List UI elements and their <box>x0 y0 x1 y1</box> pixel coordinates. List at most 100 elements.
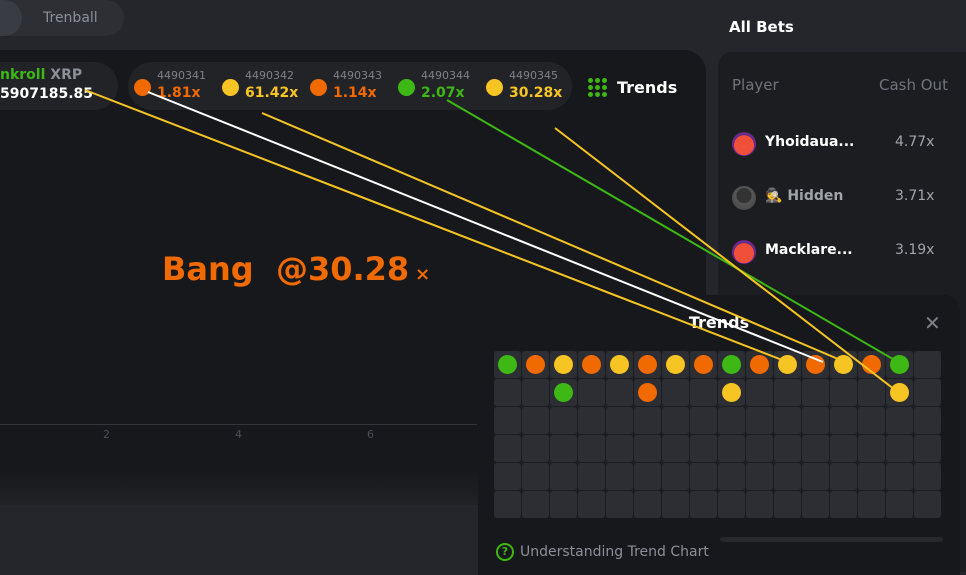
x-tick: 2 <box>103 428 110 441</box>
game-id: 4490345 <box>509 69 558 82</box>
grid-cell <box>578 491 605 518</box>
history-item[interactable]: 4490344 2.07x <box>392 62 482 110</box>
grid-cell <box>774 435 801 462</box>
grid-cell <box>830 463 857 490</box>
grid-cell <box>606 379 633 406</box>
result-dot <box>134 79 151 96</box>
result-dot <box>890 383 909 402</box>
grid-cell <box>718 407 745 434</box>
grid-cell <box>830 379 857 406</box>
history-item[interactable]: 4490343 1.14x <box>304 62 394 110</box>
avatar <box>732 240 756 264</box>
history-bar: 4490341 1.81x 4490342 61.42x 4490343 1.14x 449… <box>128 62 572 110</box>
grid-cell <box>886 351 913 378</box>
grid-cell <box>522 435 549 462</box>
grid-cell <box>774 463 801 490</box>
grid-cell <box>858 491 885 518</box>
result-dot <box>778 355 797 374</box>
grid-cell <box>494 491 521 518</box>
grid-cell <box>690 435 717 462</box>
grid-cell <box>858 435 885 462</box>
grid-cell <box>746 379 773 406</box>
game-id: 4490342 <box>245 69 294 82</box>
grid-cell <box>830 491 857 518</box>
grid-cell <box>886 491 913 518</box>
dot-grid-icon <box>588 77 607 97</box>
grid-cell <box>914 435 941 462</box>
multiplier: 61.42x <box>245 85 299 101</box>
grid-cell <box>802 435 829 462</box>
grid-cell <box>886 463 913 490</box>
avatar <box>732 186 756 210</box>
grid-cell <box>858 379 885 406</box>
all-bets-title: All Bets <box>729 18 794 36</box>
grid-cell <box>886 435 913 462</box>
bankroll-value: 5907185.85 <box>0 86 93 102</box>
grid-cell <box>634 463 661 490</box>
grid-cell <box>690 351 717 378</box>
grid-cell <box>662 351 689 378</box>
grid-cell <box>606 435 633 462</box>
multiplier: 1.14x <box>333 85 377 101</box>
bang-result: Bang @30.28 × <box>162 250 430 288</box>
grid-cell <box>774 407 801 434</box>
close-icon[interactable]: ✕ <box>924 311 941 335</box>
grid-cell <box>802 491 829 518</box>
grid-cell <box>606 463 633 490</box>
bankroll-pill: nkroll XRP 5907185.85 <box>0 62 118 110</box>
help-link[interactable]: ? Understanding Trend Chart <box>496 543 709 561</box>
grid-cell <box>606 351 633 378</box>
cashout-column-header: Cash Out <box>879 76 948 94</box>
result-dot <box>722 355 741 374</box>
cashout-value: 3.19x <box>895 242 935 258</box>
grid-cell <box>522 351 549 378</box>
grid-cell <box>774 491 801 518</box>
grid-cell <box>718 435 745 462</box>
grid-cell <box>550 463 577 490</box>
grid-cell <box>914 407 941 434</box>
result-dot <box>806 355 825 374</box>
grid-cell <box>578 351 605 378</box>
history-item[interactable]: 4490345 30.28x <box>480 62 570 110</box>
trends-button-label: Trends <box>617 77 678 97</box>
result-dot <box>890 355 909 374</box>
grid-cell <box>858 463 885 490</box>
grid-cell <box>494 407 521 434</box>
game-id: 4490344 <box>421 69 470 82</box>
tab-classic[interactable] <box>0 0 22 36</box>
result-dot <box>498 355 517 374</box>
grid-cell <box>522 379 549 406</box>
grid-cell <box>858 351 885 378</box>
result-dot <box>834 355 853 374</box>
grid-cell <box>550 435 577 462</box>
grid-cell <box>578 407 605 434</box>
grid-cell <box>662 491 689 518</box>
grid-cell <box>690 379 717 406</box>
grid-cell <box>494 351 521 378</box>
grid-cell <box>550 407 577 434</box>
bankroll-label: nkroll <box>0 67 46 83</box>
result-dot <box>638 355 657 374</box>
bet-row: 🕵 Hidden 3.71x <box>732 184 962 212</box>
bang-unit: × <box>415 264 431 285</box>
grid-cell <box>662 379 689 406</box>
result-dot <box>310 79 327 96</box>
grid-scrollbar[interactable] <box>720 537 943 542</box>
x-axis <box>0 424 477 425</box>
bang-label: Bang <box>162 250 254 288</box>
grid-cell <box>718 351 745 378</box>
result-dot <box>694 355 713 374</box>
history-item[interactable]: 4490341 1.81x <box>128 62 218 110</box>
history-item[interactable]: 4490342 61.42x <box>216 62 306 110</box>
player-name: 🕵 Hidden <box>765 188 844 204</box>
trends-button[interactable]: Trends <box>588 76 677 98</box>
grid-cell <box>746 351 773 378</box>
grid-cell <box>746 407 773 434</box>
grid-cell <box>578 435 605 462</box>
grid-cell <box>522 463 549 490</box>
grid-cell <box>634 435 661 462</box>
result-dot <box>638 383 657 402</box>
player-column-header: Player <box>732 76 779 94</box>
grid-cell <box>718 491 745 518</box>
grid-cell <box>662 407 689 434</box>
